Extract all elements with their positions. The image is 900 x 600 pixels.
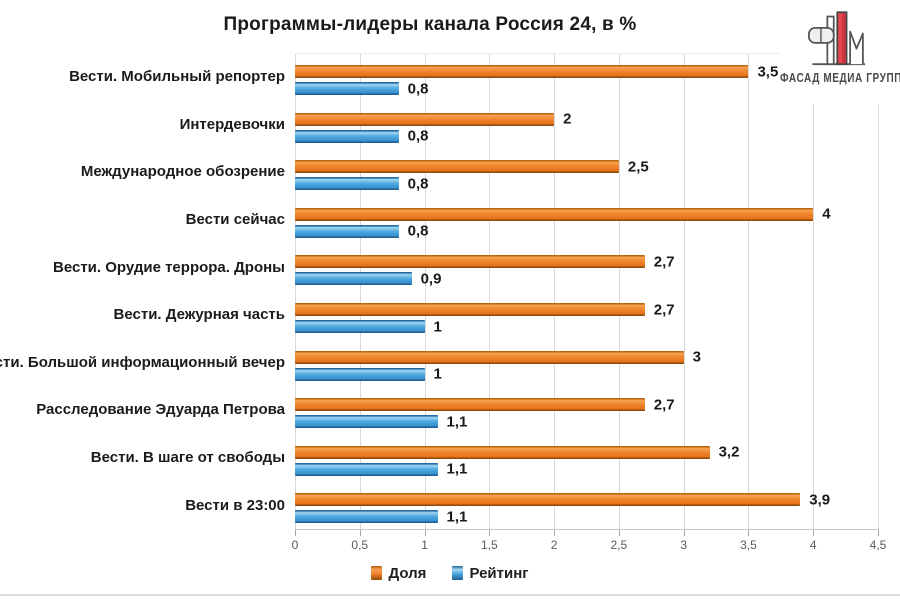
- gridline: [554, 54, 556, 530]
- value-label: 0,9: [420, 270, 442, 288]
- value-label: 1,1: [446, 413, 468, 431]
- gridline: [295, 54, 296, 530]
- value-label: 1: [433, 318, 442, 335]
- rating-bar: [295, 224, 399, 238]
- rating-bar: [295, 510, 438, 524]
- dolya-bar: [295, 65, 749, 78]
- value-label: 3: [692, 348, 701, 366]
- rating-bar: [295, 177, 399, 191]
- category-labels: Вести. Мобильный репортер Интердевочки Меж…: [0, 53, 285, 529]
- legend: Доля Рейтинг: [0, 561, 900, 585]
- rating-bar: [295, 462, 438, 476]
- dolya-bar: [295, 112, 555, 126]
- x-tick-label: 2,5: [610, 538, 628, 552]
- logo-text: ФАСАД МЕДИА ГРУПП: [780, 72, 900, 86]
- x-tick-mark: [424, 530, 426, 536]
- x-tick-label: 0: [291, 538, 299, 552]
- rating-bar: [295, 367, 425, 381]
- value-label: 1: [433, 365, 442, 383]
- gridline: [359, 54, 361, 530]
- x-tick-mark: [489, 530, 491, 536]
- x-tick-label: 3: [680, 538, 687, 552]
- value-label: 3,9: [809, 491, 831, 509]
- legend-item-rating: Рейтинг: [452, 564, 529, 582]
- gridline: [813, 54, 815, 530]
- dolya-bar: [295, 303, 645, 316]
- rating-bar: [295, 129, 399, 143]
- dolya-bar: [295, 445, 710, 459]
- x-tick-label: 4: [809, 538, 817, 552]
- gridline: [489, 54, 491, 530]
- gridline: [683, 54, 685, 530]
- x-tick-label: 4,5: [869, 538, 887, 552]
- dolya-bar: [295, 398, 645, 412]
- value-label: 2,5: [627, 158, 649, 176]
- category-label: Вести. В шаге от свободы: [90, 449, 285, 467]
- value-label: 0,8: [407, 127, 429, 145]
- x-tick-mark: [618, 530, 620, 536]
- gridline: [878, 54, 879, 530]
- rating-bar: [295, 82, 399, 95]
- category-label: Интердевочки: [179, 115, 285, 133]
- category-label: Вести. Большой информационный вечер: [0, 353, 285, 371]
- plot-area: 3,5 0,8 2 0,8 2,5 0,8 4 0,8 2,7 0,9 2,7 1 3 1 2,7 1,1 3,…: [295, 53, 879, 530]
- value-label: 1,1: [446, 508, 468, 526]
- value-label: 2,7: [653, 253, 675, 271]
- value-label: 0,8: [407, 175, 429, 193]
- category-label: Вести в 23:00: [185, 496, 285, 514]
- x-tick-mark: [748, 530, 750, 536]
- dolya-legend-marker-icon: [371, 566, 383, 580]
- category-label: Вести сейчас: [185, 211, 285, 229]
- value-label: 1,1: [446, 460, 468, 478]
- value-label: 2: [563, 110, 572, 128]
- x-tick-mark: [554, 530, 556, 536]
- value-label: 0,8: [407, 80, 429, 97]
- x-tick-mark: [359, 530, 361, 536]
- category-label: Международное обозрение: [80, 163, 285, 181]
- logo-icon: [807, 11, 866, 66]
- dolya-bar: [295, 207, 814, 221]
- rating-bar: [295, 320, 425, 333]
- legend-label-rating: Рейтинг: [469, 564, 529, 582]
- rating-bar: [295, 272, 412, 286]
- rating-bar: [295, 415, 438, 429]
- value-label: 2,7: [653, 396, 675, 414]
- x-tick-label: 0,5: [351, 538, 369, 552]
- logo: ФАСАД МЕДИА ГРУПП: [780, 8, 900, 104]
- value-label: 3,5: [757, 63, 779, 80]
- rating-legend-marker-icon: [452, 566, 464, 580]
- gridline: [618, 54, 620, 530]
- gridline: [424, 54, 426, 530]
- value-label: 3,2: [718, 443, 740, 461]
- value-label: 4: [822, 205, 831, 223]
- category-label: Вести. Мобильный репортер: [69, 68, 285, 86]
- category-label: Вести. Орудие террора. Дроны: [53, 258, 285, 276]
- value-label: 2,7: [653, 301, 675, 318]
- category-label: Расследование Эдуарда Петрова: [36, 401, 285, 419]
- dolya-bar: [295, 350, 684, 364]
- x-tick-label: 1: [421, 538, 428, 552]
- dolya-bar: [295, 160, 619, 174]
- chart-title: Программы-лидеры канала Россия 24, в %: [223, 14, 637, 35]
- bottom-divider: [0, 594, 900, 596]
- x-tick-mark: [683, 530, 685, 536]
- dolya-bar: [295, 255, 645, 269]
- x-tick-label: 2: [550, 538, 558, 552]
- x-tick-label: 3,5: [740, 538, 757, 552]
- gridline: [748, 54, 750, 530]
- legend-item-dolya: Доля: [371, 565, 426, 582]
- x-axis-line: [295, 529, 879, 530]
- dolya-bar: [295, 493, 801, 507]
- value-label: 0,8: [407, 222, 429, 240]
- x-tick-mark: [878, 530, 879, 536]
- x-tick-label: 1,5: [480, 538, 498, 552]
- category-label: Вести. Дежурная часть: [113, 306, 285, 324]
- legend-label-dolya: Доля: [388, 564, 427, 582]
- x-tick-mark: [295, 530, 296, 536]
- x-tick-mark: [813, 530, 815, 536]
